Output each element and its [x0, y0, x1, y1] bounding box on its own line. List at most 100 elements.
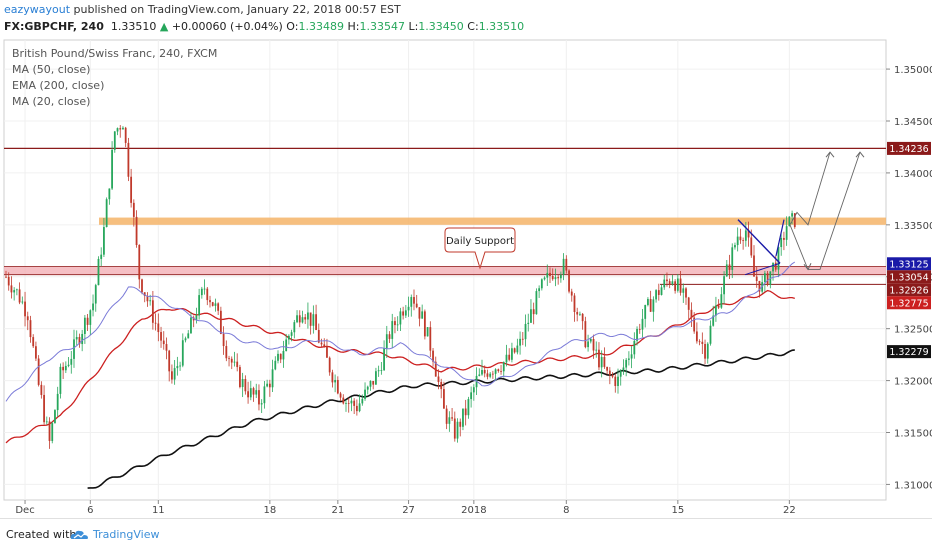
- candle-body: [312, 314, 315, 326]
- candle-body: [366, 386, 369, 390]
- candle-body: [353, 400, 356, 406]
- high-label: H:: [347, 20, 360, 33]
- legend-ma50[interactable]: MA (50, close): [12, 63, 91, 76]
- candle-body: [135, 216, 138, 246]
- y-tick-label: 1.34500: [894, 117, 932, 128]
- candle-body: [228, 358, 230, 360]
- x-tick-label: 18: [263, 505, 276, 516]
- candle-body: [570, 291, 573, 296]
- ohlc-line: FX:GBPCHF, 240 1.33510 ▲ +0.00060 (+0.04…: [4, 20, 524, 33]
- candle-body: [287, 335, 290, 340]
- candle-body: [388, 334, 391, 339]
- candle-body: [584, 321, 587, 348]
- candle-body: [317, 329, 320, 343]
- candle-body: [543, 277, 546, 280]
- candle-body: [519, 338, 521, 346]
- candle-body: [687, 297, 690, 310]
- candle-body: [788, 216, 791, 227]
- candle-body: [546, 272, 549, 278]
- candle-body: [141, 279, 143, 293]
- candle-body: [706, 343, 709, 359]
- candle-body: [698, 341, 701, 343]
- candle-body: [508, 354, 511, 360]
- candle-body: [45, 421, 48, 423]
- candle-body: [293, 322, 296, 333]
- candle-body: [516, 345, 519, 353]
- candle-body: [549, 272, 551, 276]
- candle-body: [791, 213, 793, 217]
- publisher-line: eazywayout published on TradingView.com,…: [4, 3, 401, 16]
- price-label-text: 1.33054: [889, 272, 928, 283]
- candle-body: [793, 213, 796, 228]
- candle-body: [260, 403, 263, 405]
- candle-body: [693, 317, 696, 332]
- resistance-zone[interactable]: [99, 217, 886, 225]
- author-link[interactable]: eazywayout: [4, 3, 71, 16]
- legend-ema200[interactable]: EMA (200, close): [12, 79, 105, 92]
- projection-path-a[interactable]: [789, 152, 831, 226]
- triangle-lower-line[interactable]: [744, 262, 781, 276]
- candle-body: [581, 313, 584, 322]
- candle-body: [217, 303, 220, 311]
- price-label-tag: [887, 141, 931, 155]
- price-label-text: 1.32775: [889, 298, 928, 309]
- change-arrow-icon: ▲: [159, 20, 169, 33]
- candle-body: [679, 278, 682, 293]
- legend-ma20[interactable]: MA (20, close): [12, 95, 91, 108]
- candle-body: [62, 366, 65, 371]
- candle-body: [75, 337, 78, 340]
- candle-body: [92, 303, 94, 311]
- candle-body: [350, 400, 353, 404]
- last-price: 1.33510: [110, 20, 157, 33]
- price-chart[interactable]: Daily Support 1.35000 1.34500 1.34000 1.335…: [0, 0, 932, 518]
- open-label: O:: [286, 20, 299, 33]
- candle-body: [598, 349, 600, 368]
- candle-body: [285, 339, 288, 352]
- candle-body: [345, 402, 347, 404]
- candle-body: [568, 270, 570, 292]
- x-tick-label: 22: [783, 505, 796, 516]
- candle-body: [755, 276, 758, 281]
- x-tick-label: 6: [87, 505, 93, 516]
- projection-path-b[interactable]: [789, 151, 861, 270]
- created-with-text: Created with: [6, 528, 77, 541]
- candle-body: [165, 344, 168, 351]
- candle-body: [636, 328, 638, 341]
- candle-body: [472, 387, 475, 393]
- candle-body: [413, 297, 415, 304]
- candle-body: [298, 315, 301, 323]
- candle-body: [279, 353, 282, 360]
- change-value: +0.00060 (+0.04%): [171, 20, 283, 33]
- candle-body: [361, 398, 364, 404]
- price-label-text: 1.32279: [889, 347, 928, 358]
- candle-body: [239, 367, 241, 388]
- candle-body: [666, 279, 668, 282]
- triangle-upper-line[interactable]: [737, 219, 781, 264]
- candle-body: [521, 338, 524, 340]
- daily-support-callout[interactable]: [444, 227, 516, 270]
- x-tick-label: 27: [402, 505, 415, 516]
- candle-body: [589, 338, 592, 342]
- candle-body: [124, 127, 127, 143]
- candle-body: [739, 236, 742, 241]
- candle-body: [252, 388, 255, 395]
- candle-body: [64, 365, 67, 371]
- candle-body: [394, 321, 396, 326]
- footer: Created with TradingView: [0, 518, 932, 551]
- ma20-line[interactable]: [5, 261, 796, 402]
- candle-body: [127, 142, 130, 177]
- candle-body: [709, 325, 712, 344]
- candle-body: [744, 230, 747, 241]
- candle-body: [434, 361, 437, 377]
- candle-body: [230, 358, 233, 363]
- candle-body: [576, 311, 579, 315]
- candle-body: [676, 278, 679, 291]
- support-zone[interactable]: [4, 266, 886, 275]
- price-label-tag: [887, 296, 931, 310]
- candle-body: [89, 310, 92, 325]
- breakout-line[interactable]: [775, 219, 785, 257]
- candle-body: [728, 264, 731, 270]
- tradingview-brand-link[interactable]: TradingView: [93, 528, 160, 541]
- candle-body: [655, 290, 657, 300]
- candle-body: [187, 333, 190, 339]
